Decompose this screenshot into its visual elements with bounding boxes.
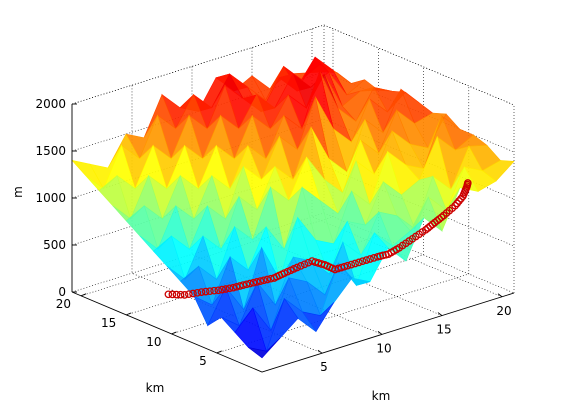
path-marker <box>164 290 173 299</box>
path-marker <box>210 286 218 295</box>
x-tick-label: 10 <box>376 341 391 355</box>
z-tick-label: 2000 <box>35 97 66 111</box>
path-marker <box>193 288 202 297</box>
path-marker <box>300 260 309 269</box>
path-marker <box>197 288 206 296</box>
path-marker <box>253 278 261 286</box>
path-marker <box>201 287 210 296</box>
y-tick-mark <box>80 293 87 297</box>
path-marker <box>221 285 230 293</box>
path-marker <box>249 278 258 287</box>
path-marker <box>366 255 374 263</box>
z-tick-label: 0 <box>58 285 66 299</box>
path-marker <box>343 261 352 270</box>
y-tick-mark <box>216 350 222 354</box>
x-tick-label: 5 <box>320 360 328 374</box>
path-marker <box>168 290 177 299</box>
z-tick-label: 1500 <box>35 144 66 158</box>
path-marker <box>184 290 193 299</box>
y-tick-label: 20 <box>56 297 71 311</box>
path-marker <box>218 285 226 294</box>
y-tick-label: 5 <box>199 354 207 368</box>
x-tick-label: 15 <box>436 323 451 337</box>
path-marker <box>293 263 301 272</box>
path-marker <box>239 281 248 289</box>
x-tick-mark <box>377 331 383 335</box>
z-tick-label: 500 <box>43 238 66 252</box>
path-marker <box>180 291 189 299</box>
path-marker <box>189 289 197 298</box>
path-marker <box>236 282 244 290</box>
path-marker <box>347 260 356 269</box>
path-marker <box>172 290 181 299</box>
path-markers <box>164 179 472 299</box>
x-tick-label: 20 <box>496 304 511 318</box>
x-tick-mark <box>317 349 323 354</box>
y-tick-mark <box>126 312 132 316</box>
y-axis-label: km <box>146 381 165 395</box>
z-axis-label: m <box>11 186 25 198</box>
path-marker <box>246 279 254 288</box>
box-top-edge <box>71 24 515 106</box>
y-tick-label: 10 <box>146 335 161 349</box>
x-axis-label: km <box>372 389 391 403</box>
front-floor-edges <box>71 291 515 373</box>
y-tick-mark <box>171 331 177 335</box>
path-marker <box>463 179 472 187</box>
path-marker <box>340 262 349 271</box>
tick-labels: 0 500 1000 1500 2000 5 10 15 20 5 10 15 20 <box>35 97 511 374</box>
x-tick-mark <box>497 293 503 298</box>
x-tick-mark <box>437 312 443 316</box>
path-marker <box>259 276 268 285</box>
path-marker <box>256 277 265 285</box>
path-marker <box>351 259 359 268</box>
path-marker <box>242 280 251 289</box>
path-marker <box>437 213 446 222</box>
path-marker <box>176 290 185 299</box>
path-marker <box>455 197 463 205</box>
path-marker <box>225 284 234 293</box>
path-marker <box>355 258 363 267</box>
y-gridline <box>216 86 470 354</box>
path-marker <box>206 287 214 296</box>
path-marker <box>358 257 367 266</box>
path-marker <box>451 201 459 210</box>
path-marker <box>296 262 305 270</box>
path-marker <box>362 256 371 264</box>
y-gridline <box>171 66 424 335</box>
surface-face <box>248 337 281 359</box>
z-tick-label: 1000 <box>35 191 66 205</box>
y-tick-label: 15 <box>101 316 116 330</box>
path-marker <box>263 275 272 284</box>
path-marker <box>214 286 223 295</box>
